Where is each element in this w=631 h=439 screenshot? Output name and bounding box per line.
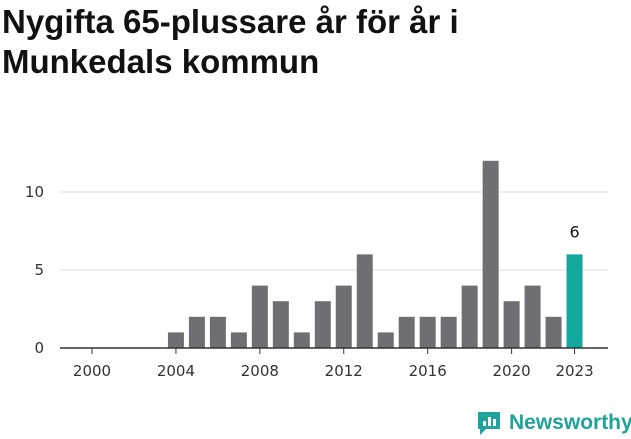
- newsworthy-brand: Newsworthy: [475, 407, 631, 439]
- chart-title: Nygifta 65-plussare år för år i Munkedal…: [2, 3, 459, 80]
- x-tick-label: 2012: [325, 362, 363, 380]
- bar-2006: [209, 316, 226, 348]
- x-tick-label: 2016: [409, 362, 447, 380]
- bar-2019: [482, 160, 499, 348]
- bar-2012: [335, 285, 352, 348]
- y-tick-label: 0: [34, 339, 44, 357]
- bars: [167, 160, 583, 348]
- y-tick-label: 5: [34, 261, 44, 279]
- brand-name: Newsworthy: [509, 411, 631, 434]
- x-tick-label: 2000: [73, 362, 111, 380]
- x-tick-label: 2020: [493, 362, 531, 380]
- bar-2015: [398, 316, 415, 348]
- grid-lines: [60, 191, 608, 271]
- bar-2018: [461, 285, 478, 348]
- x-tick-label: 2008: [241, 362, 279, 380]
- bar-2022: [545, 316, 562, 348]
- y-tick-label: 10: [25, 183, 44, 201]
- bar-2021: [524, 285, 541, 348]
- bar-2011: [314, 301, 331, 348]
- bar-chart: 0 5 10 6 2000 2004 2008 2012 2016 2020 2023: [25, 160, 608, 380]
- bar-2013: [356, 254, 373, 348]
- x-tick-label: 2004: [157, 362, 195, 380]
- bar-2010: [293, 332, 310, 348]
- bar-2020: [503, 301, 520, 348]
- x-tick-label: 2023: [555, 362, 593, 380]
- bar-2004: [167, 332, 184, 348]
- bar-2016: [419, 316, 436, 348]
- bar-2014: [377, 332, 394, 348]
- bar-2009: [272, 301, 289, 348]
- data-label-2023: 6: [569, 222, 579, 241]
- axes: 0 5 10 6 2000 2004 2008 2012 2016 2020 2023: [25, 183, 608, 380]
- bar-2005: [188, 316, 205, 348]
- bar-2008: [251, 285, 268, 348]
- bar-2023: [566, 254, 583, 348]
- bar-2017: [440, 316, 457, 348]
- newsworthy-logo-icon: [478, 412, 500, 435]
- bar-2007: [230, 332, 247, 348]
